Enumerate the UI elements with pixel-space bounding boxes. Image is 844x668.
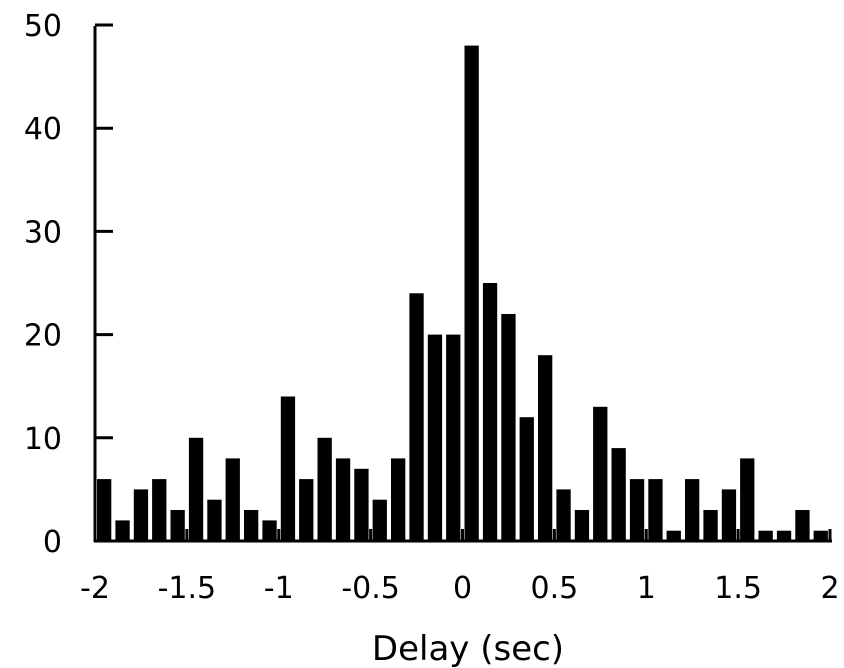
histogram-bar [115,520,130,541]
histogram-bar [464,45,479,541]
histogram-bar [446,334,461,541]
y-tick-label: 30 [24,215,62,250]
y-tick-label: 10 [24,422,62,457]
histogram-bar [758,530,773,541]
y-tick-label: 50 [24,9,62,44]
y-tick-label: 20 [24,319,62,354]
histogram-bar [685,479,700,541]
histogram-bar [225,458,240,541]
histogram-bar [97,479,112,541]
y-tick-label: 0 [43,525,62,560]
x-tick-label: 2 [820,571,839,606]
x-tick-label: 1 [637,571,656,606]
histogram-bar [519,417,534,541]
histogram-bar [703,510,718,541]
histogram-bar [299,479,314,541]
histogram-bar [354,468,369,541]
histogram-bar [611,448,626,541]
y-tick-label: 40 [24,112,62,147]
histogram-bar [244,510,259,541]
histogram-bar [391,458,406,541]
x-axis-ticks: -2 -1.5 -1 -0.5 0 0.5 1 1.5 2 [80,529,840,606]
histogram-bar [427,334,443,541]
x-tick-label: -1.5 [158,571,217,606]
histogram-bar [813,530,828,541]
x-tick-label: 0 [453,571,472,606]
x-tick-label: 0.5 [531,571,579,606]
x-tick-label: -1 [264,571,294,606]
histogram-bar [317,437,332,541]
histogram-bar [372,499,387,541]
x-tick-label: -2 [80,571,110,606]
histogram-bar [740,458,755,541]
histogram-bar [335,458,351,541]
histogram-bar [207,499,222,541]
histogram-bar [666,530,681,541]
histogram-bar [795,510,810,541]
histogram-bar [574,510,590,541]
histogram-bar [170,510,185,541]
histogram-bar [409,293,424,541]
histogram-bar [538,355,553,541]
histogram-bar [556,489,571,541]
y-axis-ticks: 0 10 20 30 40 50 [24,9,113,560]
histogram-bar [629,479,645,541]
x-tick-label: -0.5 [341,571,400,606]
histogram-bar [501,314,516,541]
histogram-bar [482,283,498,541]
x-tick-label: 1.5 [714,571,762,606]
histogram-bar [648,479,663,541]
bars-group [97,45,828,541]
histogram-bar [133,489,149,541]
histogram-bar [188,437,204,541]
histogram-bar [280,396,296,541]
histogram-bar [593,406,608,541]
x-axis-title: Delay (sec) [372,629,564,668]
histogram-bar [152,479,167,541]
histogram-bar [721,489,737,541]
histogram-bar [776,530,792,541]
histogram-bar [262,520,277,541]
